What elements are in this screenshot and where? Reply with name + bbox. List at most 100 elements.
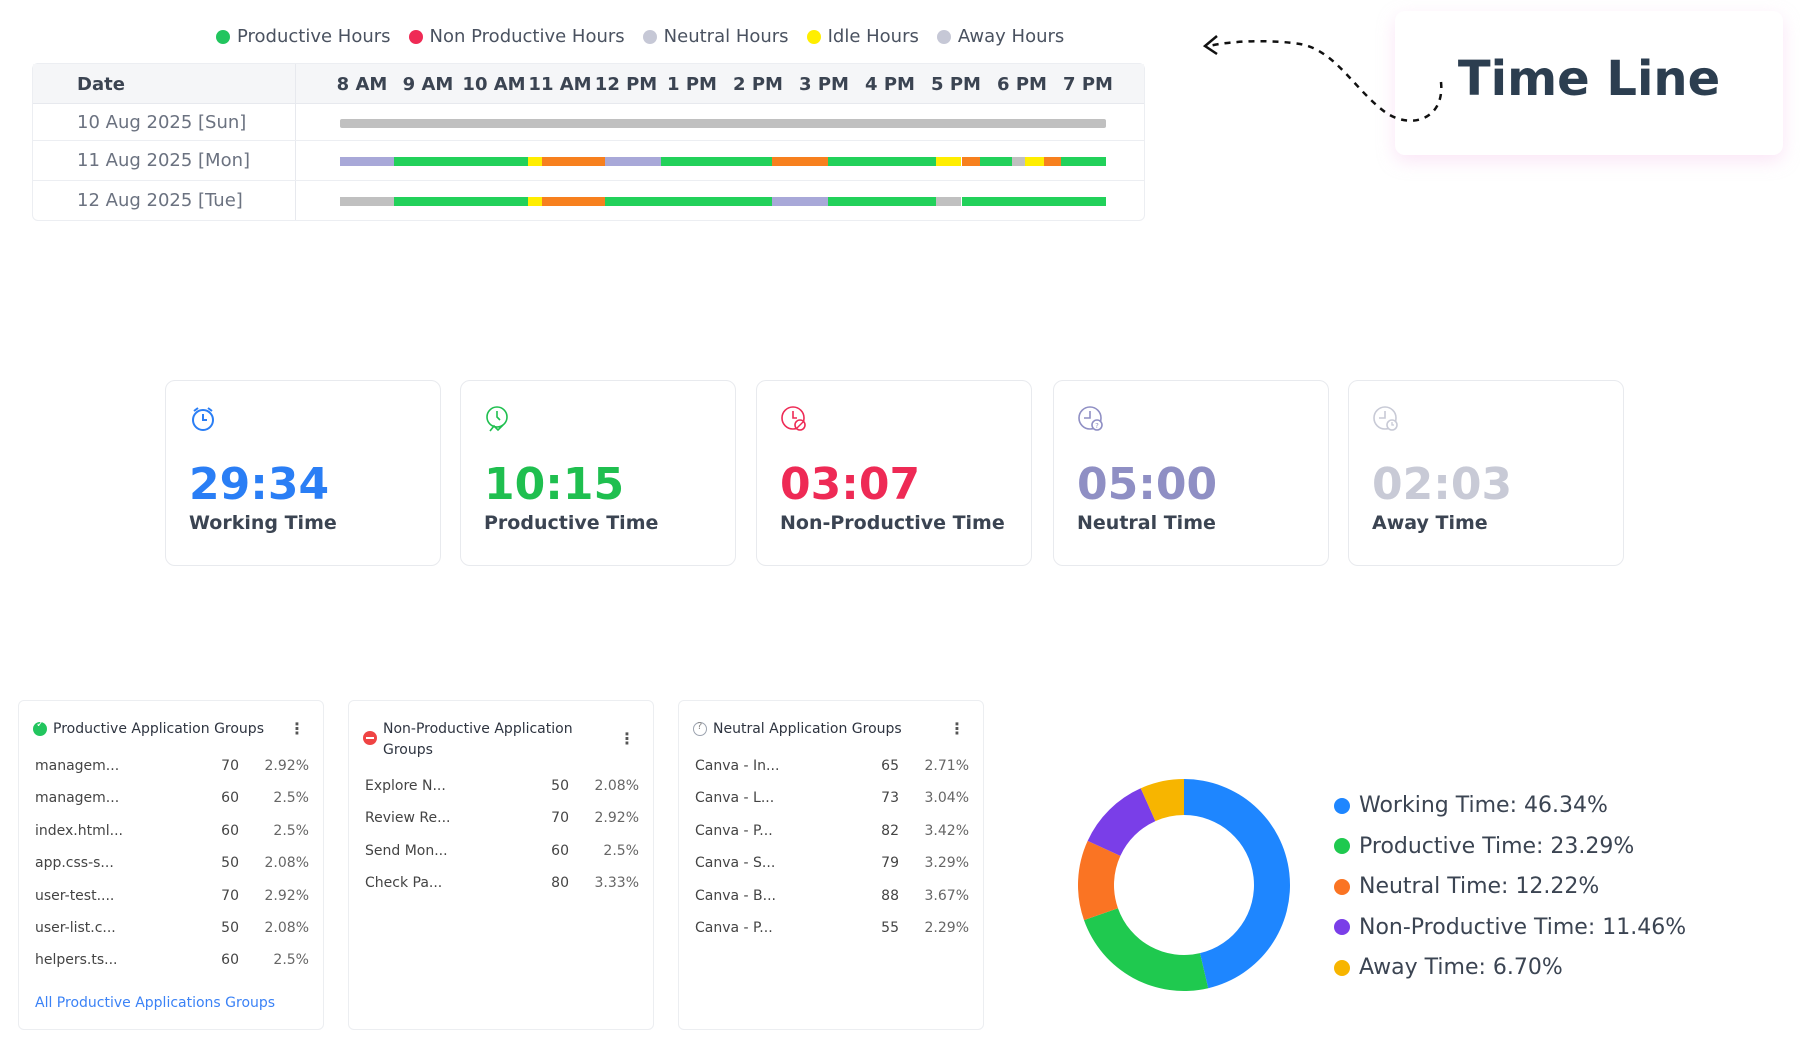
- more-options-icon[interactable]: ⋮: [289, 719, 305, 738]
- app-percent: 3.67%: [924, 887, 969, 904]
- hour-label: 8 AM: [336, 74, 388, 95]
- timeline-segment-nonproductive[interactable]: [772, 157, 829, 166]
- timeline-segment-neutral[interactable]: [772, 197, 829, 206]
- timeline-table: Date 8 AM 9 AM 10 AM 11 AM 12 PM 1 PM 2 PM 3 PM…: [32, 63, 1145, 221]
- timeline-segment-productive[interactable]: [961, 197, 1106, 206]
- app-percent: 2.08%: [264, 855, 309, 872]
- app-count: 80: [551, 875, 569, 892]
- legend-dot-icon: [1334, 959, 1350, 976]
- timeline-segment-productive[interactable]: [828, 197, 937, 206]
- app-percent: 3.33%: [594, 875, 639, 892]
- more-options-icon[interactable]: ⋮: [949, 719, 965, 738]
- app-count: 82: [881, 822, 899, 839]
- app-percent: 3.04%: [924, 790, 969, 807]
- timeline-segment-nonproductive[interactable]: [542, 197, 606, 206]
- legend-dot-icon: [1334, 838, 1350, 854]
- donut-legend-label: Working Time: 46.34%: [1359, 793, 1608, 818]
- stat-value: 05:00: [1077, 459, 1218, 510]
- neutral-clock-icon: ?: [1077, 405, 1105, 433]
- date-column-header: Date: [77, 74, 125, 95]
- donut-slice-productive-time[interactable]: [1083, 908, 1209, 991]
- app-name: Canva - P...: [695, 822, 773, 839]
- donut-legend-label: Neutral Time: 12.22%: [1359, 874, 1600, 899]
- app-name: user-list.c...: [35, 920, 116, 936]
- stat-card-away-time[interactable]: 02:03 Away Time: [1348, 380, 1624, 566]
- legend-label: Idle Hours: [827, 26, 919, 47]
- timeline-segment-idle[interactable]: [936, 157, 962, 166]
- timeline-segment-neutral[interactable]: [340, 157, 394, 166]
- legend-label: Productive Hours: [237, 26, 391, 47]
- app-name: Review Re...: [365, 810, 451, 827]
- hour-label: 6 PM: [997, 74, 1047, 95]
- app-count: 60: [551, 842, 569, 859]
- alarm-clock-icon: [189, 405, 217, 433]
- app-count: 73: [881, 790, 899, 807]
- timeline-segment-productive[interactable]: [605, 197, 773, 206]
- stat-value: 02:03: [1372, 459, 1513, 510]
- app-name: managem...: [35, 758, 120, 774]
- panel-title: Non-Productive Application Groups: [383, 721, 573, 758]
- timeline-segment-away[interactable]: [340, 197, 394, 206]
- donut-slice-away-time[interactable]: [1140, 779, 1184, 822]
- app-count: 50: [221, 855, 239, 872]
- timeline-segment-away[interactable]: [1012, 157, 1026, 166]
- app-group-panel: Non-Productive Application Groups ⋮ Explor…: [348, 700, 654, 1030]
- timeline-segment-productive[interactable]: [661, 157, 773, 166]
- timeline-segment-productive[interactable]: [393, 197, 529, 206]
- app-name: Canva - In...: [695, 758, 780, 774]
- app-name: Canva - B...: [695, 887, 776, 904]
- hour-label: 1 PM: [667, 74, 717, 95]
- legend-label: Non Productive Hours: [429, 26, 625, 47]
- stat-card-productive-time[interactable]: 10:15 Productive Time: [460, 380, 736, 566]
- app-percent: 2.5%: [273, 952, 309, 969]
- app-count: 70: [221, 758, 239, 774]
- stat-label: Working Time: [189, 512, 337, 534]
- stat-card-working-time[interactable]: 29:34 Working Time: [165, 380, 441, 566]
- timeline-segment-productive[interactable]: [828, 157, 937, 166]
- timeline-segment-away[interactable]: [340, 118, 1106, 128]
- donut-slice-non-productive-time[interactable]: [1087, 788, 1156, 856]
- donut-legend-item: Non-Productive Time: 11.46%: [1334, 915, 1686, 940]
- timeline-segment-productive[interactable]: [393, 157, 529, 166]
- timeline-segment-nonproductive[interactable]: [1044, 157, 1061, 166]
- legend-dot-icon: [806, 29, 821, 44]
- hour-label: 12 PM: [594, 74, 658, 95]
- timeline-legend: Productive Hours Non Productive Hours Neut…: [216, 26, 1064, 47]
- timeline-segment-idle[interactable]: [528, 157, 543, 166]
- legend-dot-icon: [216, 29, 230, 44]
- nonproductive-clock-icon: [780, 405, 808, 433]
- app-name: Check Pa...: [365, 875, 443, 892]
- all-productive-groups-link[interactable]: All Productive Applications Groups: [35, 995, 276, 1011]
- row-date: 10 Aug 2025 [Sun]: [77, 111, 247, 133]
- timeline-segment-nonproductive[interactable]: [961, 157, 981, 166]
- app-count: 70: [221, 887, 239, 904]
- timeline-segment-nonproductive[interactable]: [542, 157, 606, 166]
- productive-clock-icon: [484, 405, 512, 433]
- app-count: 60: [221, 952, 239, 969]
- app-count: 60: [221, 822, 239, 839]
- timeline-segment-productive[interactable]: [980, 157, 1013, 166]
- legend-label: Away Hours: [957, 26, 1065, 47]
- stat-card-neutral-time[interactable]: ? 05:00 Neutral Time: [1053, 380, 1329, 566]
- timeline-segment-idle[interactable]: [528, 197, 543, 206]
- app-name: managem...: [35, 790, 120, 807]
- legend-item: Non Productive Hours: [408, 26, 625, 47]
- legend-dot-icon: [936, 29, 951, 44]
- svg-text:?: ?: [1095, 422, 1099, 430]
- app-percent: 2.29%: [924, 920, 969, 936]
- stat-card-non-productive-time[interactable]: 03:07 Non-Productive Time: [756, 380, 1032, 566]
- timeline-row: 11 Aug 2025 [Mon]: [33, 141, 1144, 181]
- app-count: 60: [221, 790, 239, 807]
- timeline-segment-productive[interactable]: [1060, 157, 1106, 166]
- donut-slice-working-time[interactable]: [1184, 779, 1290, 989]
- timeline-header: Date 8 AM 9 AM 10 AM 11 AM 12 PM 1 PM 2 PM 3 PM…: [33, 64, 1144, 104]
- timeline-segment-neutral[interactable]: [605, 157, 662, 166]
- timeline-segment-idle[interactable]: [1025, 157, 1044, 166]
- timeline-segment-away[interactable]: [936, 197, 962, 206]
- app-count: 65: [881, 758, 899, 774]
- donut-slice-neutral-time[interactable]: [1078, 840, 1121, 921]
- more-options-icon[interactable]: ⋮: [619, 729, 635, 748]
- hour-label: 2 PM: [733, 74, 783, 95]
- app-percent: 2.08%: [264, 920, 309, 936]
- app-name: index.html...: [35, 822, 123, 839]
